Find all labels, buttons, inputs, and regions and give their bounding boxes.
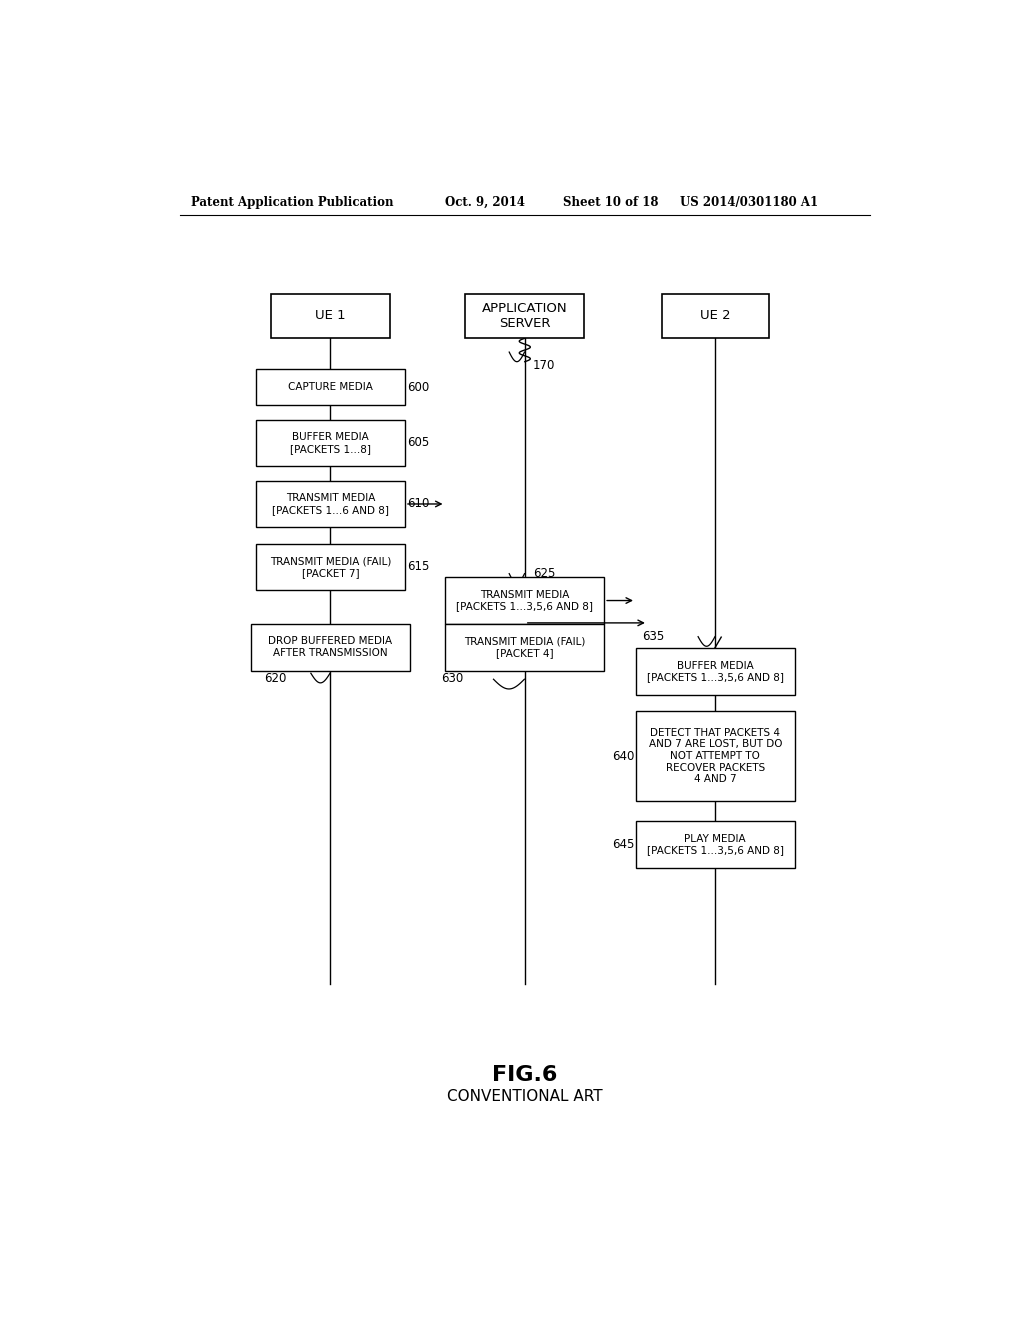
Bar [636,711,795,801]
Text: 615: 615 [408,561,430,573]
Bar [256,368,404,405]
Text: DETECT THAT PACKETS 4
AND 7 ARE LOST, BUT DO
NOT ATTEMPT TO
RECOVER PACKETS
4 AN: DETECT THAT PACKETS 4 AND 7 ARE LOST, BU… [648,727,782,784]
Text: UE 2: UE 2 [700,309,730,322]
Text: 630: 630 [441,672,464,685]
Text: PLAY MEDIA
[PACKETS 1...3,5,6 AND 8]: PLAY MEDIA [PACKETS 1...3,5,6 AND 8] [647,834,783,855]
Text: Oct. 9, 2014: Oct. 9, 2014 [445,195,525,209]
Bar [256,420,404,466]
Text: Sheet 10 of 18: Sheet 10 of 18 [563,195,658,209]
Text: CONVENTIONAL ART: CONVENTIONAL ART [447,1089,602,1104]
Text: APPLICATION
SERVER: APPLICATION SERVER [482,302,567,330]
Text: BUFFER MEDIA
[PACKETS 1...8]: BUFFER MEDIA [PACKETS 1...8] [290,432,371,454]
Text: US 2014/0301180 A1: US 2014/0301180 A1 [680,195,818,209]
Bar [636,821,795,867]
Text: FIG.6: FIG.6 [493,1065,557,1085]
Text: CAPTURE MEDIA: CAPTURE MEDIA [288,381,373,392]
Text: BUFFER MEDIA
[PACKETS 1...3,5,6 AND 8]: BUFFER MEDIA [PACKETS 1...3,5,6 AND 8] [647,661,783,682]
Bar [270,293,390,338]
Bar [465,293,585,338]
Text: 640: 640 [612,750,635,763]
Bar [251,624,410,671]
Text: UE 1: UE 1 [315,309,346,322]
Bar [256,480,404,528]
Text: TRANSMIT MEDIA
[PACKETS 1...3,5,6 AND 8]: TRANSMIT MEDIA [PACKETS 1...3,5,6 AND 8] [457,590,593,611]
Text: 600: 600 [408,380,430,393]
Text: 610: 610 [408,498,430,511]
Text: 620: 620 [264,672,287,685]
Text: 170: 170 [532,359,555,372]
Bar [662,293,769,338]
Text: 625: 625 [532,566,555,579]
Text: Patent Application Publication: Patent Application Publication [191,195,394,209]
Bar [445,624,604,671]
Text: TRANSMIT MEDIA
[PACKETS 1...6 AND 8]: TRANSMIT MEDIA [PACKETS 1...6 AND 8] [271,494,389,515]
Bar [636,648,795,696]
Text: TRANSMIT MEDIA (FAIL)
[PACKET 7]: TRANSMIT MEDIA (FAIL) [PACKET 7] [269,556,391,578]
Text: 605: 605 [408,437,430,450]
Text: DROP BUFFERED MEDIA
AFTER TRANSMISSION: DROP BUFFERED MEDIA AFTER TRANSMISSION [268,636,392,659]
Bar [256,544,404,590]
Text: 635: 635 [642,630,665,643]
Text: 645: 645 [612,838,635,851]
Bar [445,577,604,624]
Text: TRANSMIT MEDIA (FAIL)
[PACKET 4]: TRANSMIT MEDIA (FAIL) [PACKET 4] [464,636,586,659]
